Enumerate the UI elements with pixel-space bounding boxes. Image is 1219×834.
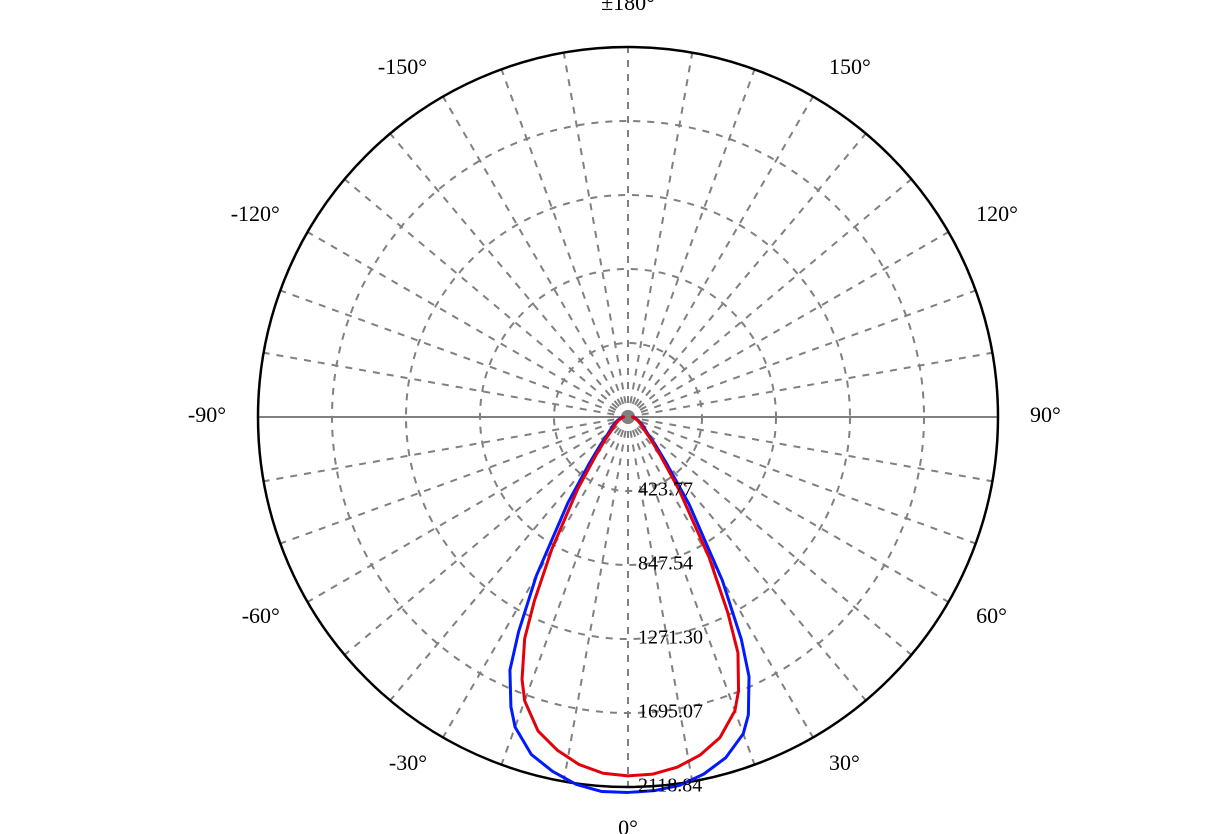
- radial-label: 423.77: [638, 479, 693, 501]
- angle-label: ±180°: [601, 0, 655, 15]
- angle-label: -150°: [378, 54, 427, 79]
- angle-label: 30°: [829, 750, 860, 775]
- radial-label: 1695.07: [638, 701, 703, 723]
- radial-label: 847.54: [638, 553, 693, 575]
- angle-label: -60°: [242, 603, 280, 628]
- angle-label: 120°: [976, 201, 1018, 226]
- angle-label: 0°: [618, 815, 638, 834]
- angle-label: 150°: [829, 54, 871, 79]
- radial-label: 2118.84: [638, 775, 702, 797]
- angle-label: 90°: [1030, 402, 1061, 427]
- angle-label: 60°: [976, 603, 1007, 628]
- angle-label: -30°: [389, 750, 427, 775]
- angle-label: -120°: [231, 201, 280, 226]
- radial-label: 1271.30: [638, 627, 703, 649]
- angle-label: -90°: [188, 402, 226, 427]
- polar-chart: 0° 30° 60° 90° 120° 150° ±180° -150° -120° -90° -6…: [0, 0, 1219, 834]
